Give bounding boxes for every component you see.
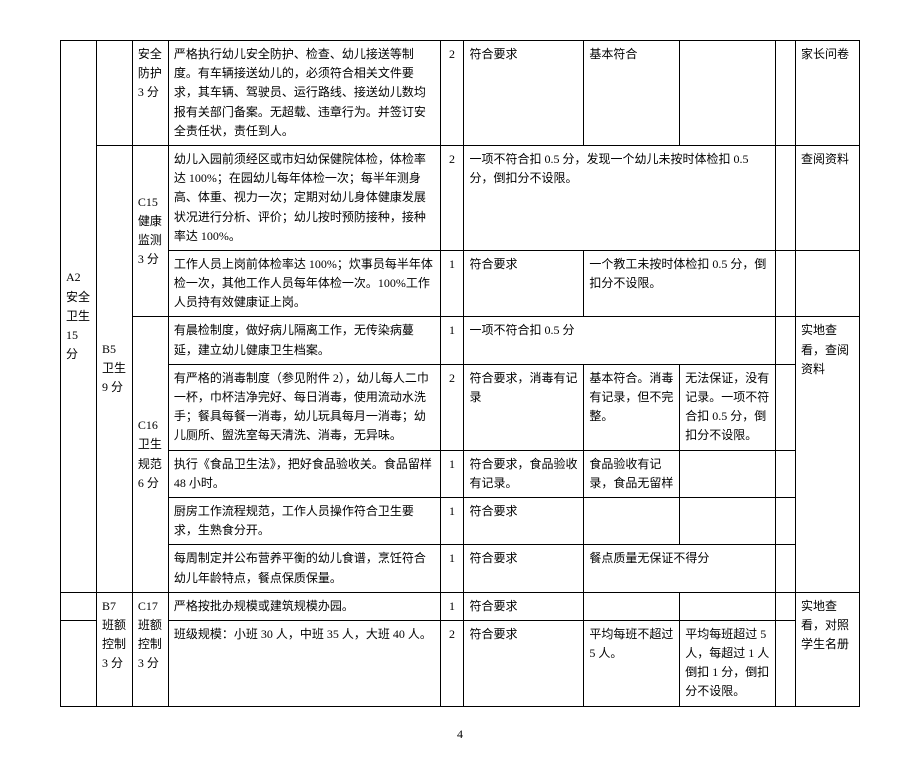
- cell-s3: 无法保证，没有记录。一项不符合扣 0.5 分，倒扣分不设限。: [680, 364, 776, 450]
- cell-s1: 符合要求: [464, 250, 584, 317]
- cell-method: 查阅资料: [796, 145, 860, 250]
- cell-c16: C16卫生规范6 分: [132, 317, 168, 592]
- cell-s1: 符合要求: [464, 497, 584, 544]
- cell-s1: 符合要求: [464, 620, 584, 706]
- cell-desc: 厨房工作流程规范，工作人员操作符合卫生要求，生熟食分开。: [168, 497, 440, 544]
- table-row: 工作人员上岗前体检率达 100%；炊事员每半年体检一次，其他工作人员每年体检一次…: [61, 250, 860, 317]
- cell-s1: 符合要求: [464, 41, 584, 146]
- cell-s2: 基本符合。消毒有记录，但不完整。: [584, 364, 680, 450]
- cell-s2: 餐点质量无保证不得分: [584, 545, 776, 592]
- cell-score: 1: [440, 592, 464, 620]
- cell-s3: 平均每班超过 5 人，每超过 1 人倒扣 1 分，倒扣分不设限。: [680, 620, 776, 706]
- cell-s2: [584, 497, 680, 544]
- cell-score: 1: [440, 250, 464, 317]
- cell-s4: [776, 317, 796, 364]
- cell-s1: 符合要求: [464, 592, 584, 620]
- table-row: 厨房工作流程规范，工作人员操作符合卫生要求，生熟食分开。 1 符合要求: [61, 497, 860, 544]
- cell-method: 家长问卷: [796, 41, 860, 146]
- cell-safety: 安全防护3 分: [132, 41, 168, 146]
- cell-desc: 严格按批办规模或建筑规模办园。: [168, 592, 440, 620]
- cell-desc: 班级规模：小班 30 人，中班 35 人，大班 40 人。: [168, 620, 440, 706]
- cell-s1: 一项不符合扣 0.5 分，发现一个幼儿未按时体检扣 0.5 分，倒扣分不设限。: [464, 145, 776, 250]
- cell-s4: [776, 450, 796, 497]
- cell-desc: 有晨检制度，做好病儿隔离工作，无传染病蔓延，建立幼儿健康卫生档案。: [168, 317, 440, 364]
- table-row: 每周制定并公布营养平衡的幼儿食谱，烹饪符合幼儿年龄特点，餐点保质保量。 1 符合…: [61, 545, 860, 592]
- cell-method: [796, 250, 860, 317]
- cell-s1: 符合要求，食品验收有记录。: [464, 450, 584, 497]
- table-row: 执行《食品卫生法》，把好食品验收关。食品留样 48 小时。 1 符合要求，食品验…: [61, 450, 860, 497]
- cell-score: 2: [440, 145, 464, 250]
- cell-score: 2: [440, 364, 464, 450]
- cell-a2: A2安全卫生15 分: [61, 41, 97, 593]
- page-number: 4: [60, 727, 860, 742]
- table-row: C16卫生规范6 分 有晨检制度，做好病儿隔离工作，无传染病蔓延，建立幼儿健康卫…: [61, 317, 860, 364]
- cell-score: 1: [440, 317, 464, 364]
- cell-b7: B7班额控制3 分: [96, 592, 132, 706]
- cell-s4: [776, 620, 796, 706]
- table-row: 有严格的消毒制度（参见附件 2），幼儿每人二巾一杯，巾杯洁净完好、每日消毒，使用…: [61, 364, 860, 450]
- cell-s4: [776, 545, 796, 592]
- cell-s1: 符合要求，消毒有记录: [464, 364, 584, 450]
- cell-s3: [680, 592, 776, 620]
- cell-s4: [776, 41, 796, 146]
- cell-s4: [776, 145, 796, 250]
- cell-s2: [584, 592, 680, 620]
- cell-desc: 严格执行幼儿安全防护、检查、幼儿接送等制度。有车辆接送幼儿的，必须符合相关文件要…: [168, 41, 440, 146]
- cell-c17: C17班额控制3 分: [132, 592, 168, 706]
- cell-score: 2: [440, 620, 464, 706]
- cell-score: 2: [440, 41, 464, 146]
- table-row: 班级规模：小班 30 人，中班 35 人，大班 40 人。 2 符合要求 平均每…: [61, 620, 860, 706]
- cell-desc: 幼儿入园前须经区或市妇幼保健院体检，体检率达 100%；在园幼儿每年体检一次；每…: [168, 145, 440, 250]
- cell-s4: [776, 364, 796, 450]
- cell-s4: [776, 250, 796, 317]
- table-row: B7班额控制3 分 C17班额控制3 分 严格按批办规模或建筑规模办园。 1 符…: [61, 592, 860, 620]
- cell-s3: [680, 450, 776, 497]
- cell-desc: 执行《食品卫生法》，把好食品验收关。食品留样 48 小时。: [168, 450, 440, 497]
- cell-desc: 工作人员上岗前体检率达 100%；炊事员每半年体检一次，其他工作人员每年体检一次…: [168, 250, 440, 317]
- cell-s2: 一个教工未按时体检扣 0.5 分，倒扣分不设限。: [584, 250, 776, 317]
- cell-desc: 有严格的消毒制度（参见附件 2），幼儿每人二巾一杯，巾杯洁净完好、每日消毒，使用…: [168, 364, 440, 450]
- table-row: A2安全卫生15 分 安全防护3 分 严格执行幼儿安全防护、检查、幼儿接送等制度…: [61, 41, 860, 146]
- cell-b5: B5卫生9 分: [96, 145, 132, 592]
- cell-s2: 平均每班不超过 5 人。: [584, 620, 680, 706]
- cell-desc: 每周制定并公布营养平衡的幼儿食谱，烹饪符合幼儿年龄特点，餐点保质保量。: [168, 545, 440, 592]
- cell-s3: [680, 41, 776, 146]
- cell: [61, 592, 97, 620]
- cell-score: 1: [440, 497, 464, 544]
- cell: [61, 620, 97, 706]
- cell-s2: 基本符合: [584, 41, 680, 146]
- cell-c15: C15健康监测3 分: [132, 145, 168, 317]
- cell-score: 1: [440, 450, 464, 497]
- cell-s3: [680, 497, 776, 544]
- cell-method: 实地查看，对照学生名册: [796, 592, 860, 706]
- cell-s4: [776, 592, 796, 620]
- cell-s1: 一项不符合扣 0.5 分: [464, 317, 776, 364]
- cell-s4: [776, 497, 796, 544]
- cell-method: 实地查看，查阅资料: [796, 317, 860, 592]
- cell-score: 1: [440, 545, 464, 592]
- cell-s2: 食品验收有记录，食品无留样: [584, 450, 680, 497]
- cell: [96, 41, 132, 146]
- table-row: B5卫生9 分 C15健康监测3 分 幼儿入园前须经区或市妇幼保健院体检，体检率…: [61, 145, 860, 250]
- cell-s1: 符合要求: [464, 545, 584, 592]
- evaluation-table: A2安全卫生15 分 安全防护3 分 严格执行幼儿安全防护、检查、幼儿接送等制度…: [60, 40, 860, 707]
